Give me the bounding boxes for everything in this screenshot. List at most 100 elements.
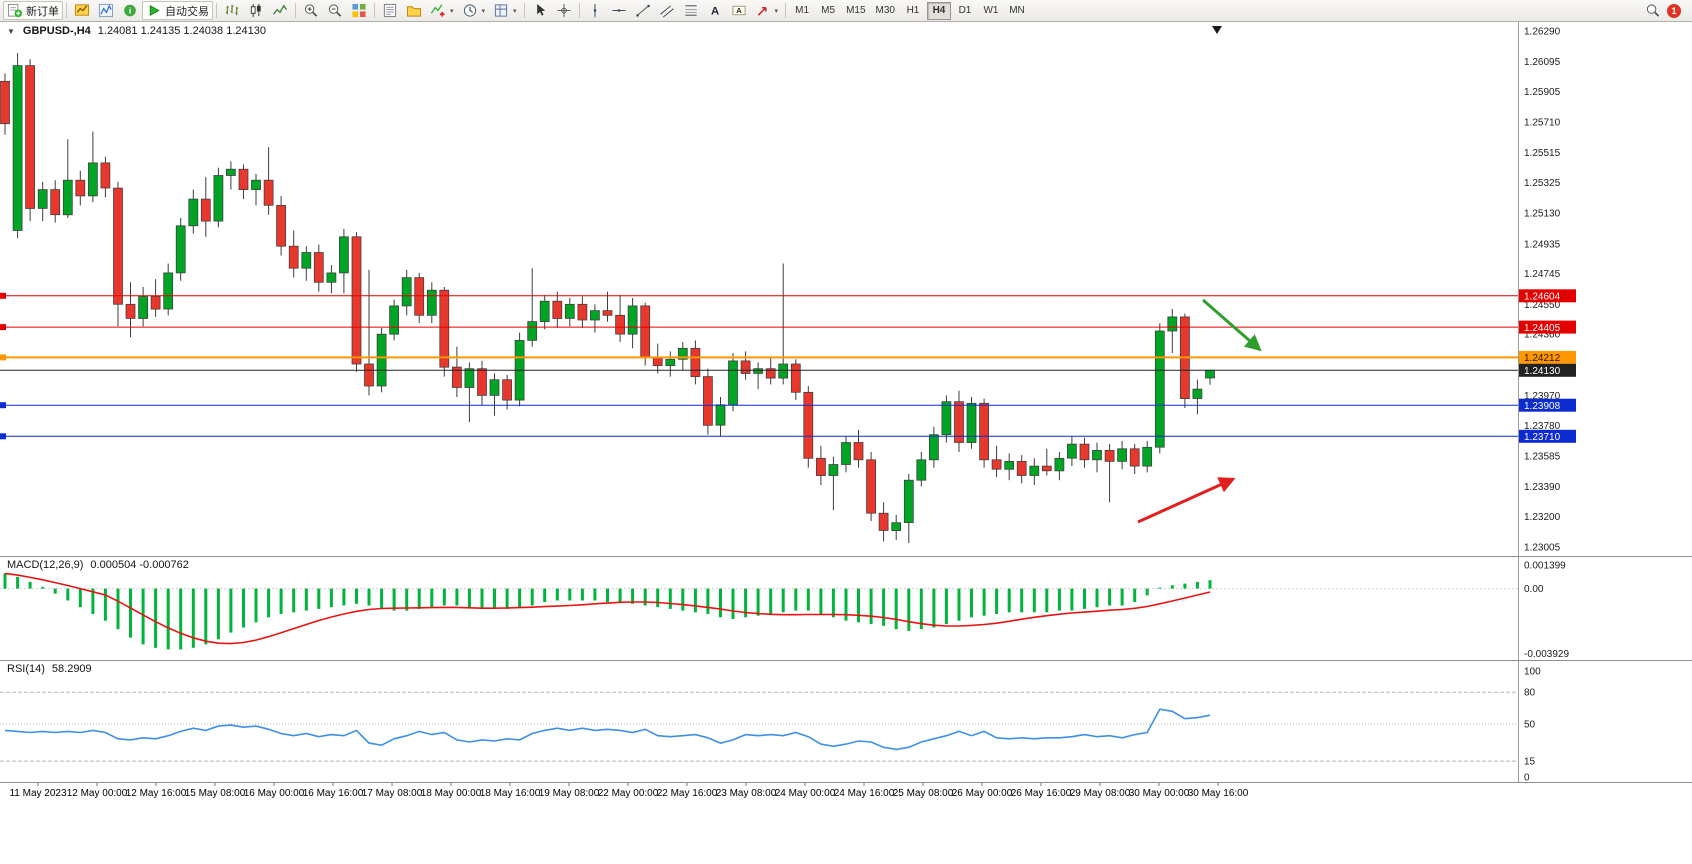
macd-axis-labels[interactable]: 0.001399 0.00 -0.003929 [1524, 561, 1569, 661]
auto-trading-button[interactable]: 自动交易 [142, 1, 213, 20]
timeframe-h4-button[interactable]: H4 [926, 1, 951, 20]
crosshair-icon [556, 3, 571, 18]
chevron-down-icon: ▾ [450, 7, 454, 15]
svg-text:1.23200: 1.23200 [1524, 512, 1561, 523]
macd-header: MACD(12,26,9) 0.000504 -0.000762 [7, 559, 189, 571]
toolbar-separator [785, 3, 787, 18]
search-button[interactable] [1641, 1, 1665, 20]
rsi-name-label: RSI(14) [7, 663, 45, 675]
chevron-down-icon: ▾ [774, 7, 779, 15]
horizontal-line-icon [611, 9, 626, 12]
svg-text:1.23970: 1.23970 [1524, 391, 1561, 402]
timeframe-m5-button[interactable]: M5 [816, 2, 840, 20]
crosshair-button[interactable] [552, 1, 576, 20]
navigator-button[interactable] [402, 1, 426, 20]
macd-signal-line [4, 572, 1211, 645]
timeframe-m15-button[interactable]: M15 [842, 2, 869, 20]
price-tag-1.24604: 1.24604 [1519, 289, 1576, 303]
arrows-tool-button[interactable]: ▾ [751, 1, 783, 20]
candles[interactable] [0, 53, 1215, 544]
periods-button[interactable]: ▾ [458, 1, 490, 20]
indicators-icon [430, 4, 445, 17]
rsi-line [4, 708, 1211, 751]
templates-button[interactable]: ▾ [489, 1, 521, 20]
candlestick-type-button[interactable] [244, 1, 268, 20]
tick-chart-button[interactable] [94, 1, 118, 20]
svg-text:1.25515: 1.25515 [1524, 148, 1561, 159]
chart-shift-marker[interactable] [1212, 26, 1222, 34]
charts-window-button[interactable] [70, 1, 94, 20]
zoom-in-icon [304, 4, 318, 17]
symbol-period-label: GBPUSD-,H4 [22, 25, 91, 37]
main-chart-panel: 1.26290 1.26095 1.25905 1.25710 1.25515 1.253… [0, 22, 1692, 556]
one-click-trading-toggle[interactable]: ▼ [7, 26, 15, 36]
svg-text:A: A [710, 6, 718, 18]
timeframe-mn-button[interactable]: MN [1005, 2, 1029, 20]
vertical-line-button[interactable] [583, 1, 607, 20]
text-button[interactable]: A [703, 1, 727, 20]
timeframe-d1-button[interactable]: D1 [953, 2, 977, 20]
svg-text:100: 100 [1524, 667, 1541, 678]
timeframe-w1-button[interactable]: W1 [979, 2, 1003, 20]
auto-trading-label: 自动交易 [165, 5, 209, 18]
svg-text:24 May 00:00: 24 May 00:00 [775, 788, 836, 799]
trendline-button[interactable] [631, 1, 655, 20]
svg-text:23 May 08:00: 23 May 08:00 [716, 788, 777, 799]
new-order-icon [7, 3, 23, 18]
channel-icon [659, 5, 674, 18]
channel-button[interactable] [655, 1, 679, 20]
zoom-out-button[interactable] [323, 1, 347, 20]
svg-text:1.25130: 1.25130 [1524, 209, 1561, 220]
templates-icon [494, 4, 508, 17]
fibonacci-button[interactable] [679, 1, 703, 20]
macd-name-label: MACD(12,26,9) [7, 559, 84, 571]
main-chart-canvas[interactable]: 1.26290 1.26095 1.25905 1.25710 1.25515 1.253… [0, 22, 1692, 556]
price-tag-1.24212: 1.24212 [1519, 350, 1576, 364]
tick-chart-icon [98, 3, 114, 18]
horizontal-line-button[interactable] [607, 1, 631, 20]
svg-text:A: A [736, 6, 742, 15]
svg-text:-0.003929: -0.003929 [1524, 649, 1569, 660]
svg-text:12 May 16:00: 12 May 16:00 [126, 788, 187, 799]
notification-badge[interactable]: 1 [1667, 3, 1681, 18]
text-label-icon: A [731, 5, 746, 16]
tile-windows-button[interactable] [347, 1, 371, 20]
svg-text:25 May 08:00: 25 May 08:00 [893, 788, 954, 799]
timeframe-m1-button[interactable]: M1 [790, 2, 814, 20]
market-info-button[interactable]: i [118, 1, 142, 20]
svg-text:1.23780: 1.23780 [1524, 421, 1561, 432]
svg-text:29 May 08:00: 29 May 08:00 [1070, 788, 1131, 799]
text-label-button[interactable]: A [727, 1, 751, 20]
indicators-button[interactable]: ▾ [426, 1, 458, 20]
price-tag-1.23908: 1.23908 [1519, 398, 1576, 412]
rsi-axis-labels[interactable]: 100 80 50 15 0 [1524, 667, 1541, 783]
macd-values-label: 0.000504 -0.000762 [90, 559, 189, 571]
svg-text:1.26290: 1.26290 [1524, 27, 1561, 38]
bar-chart-type-button[interactable] [220, 1, 244, 20]
trendline-icon [635, 4, 650, 17]
drawn-arrows[interactable] [1137, 298, 1262, 524]
hline-left-marker [0, 292, 6, 299]
svg-text:1.24405: 1.24405 [1524, 323, 1561, 334]
timeframe-h1-button[interactable]: H1 [901, 2, 925, 20]
line-chart-type-button[interactable] [268, 1, 292, 20]
hline-left-marker [0, 324, 6, 331]
arrow-tool-icon [757, 6, 767, 16]
rsi-value-label: 58.2909 [51, 663, 92, 675]
time-axis[interactable]: 11 May 2023 12 May 00:00 12 May 16:00 15 Ma… [0, 782, 1692, 800]
rsi-canvas[interactable]: 100 80 50 15 0 [0, 661, 1692, 782]
hline-left-marker [0, 402, 6, 409]
toolbar-separator [578, 3, 580, 18]
cursor-button[interactable] [528, 1, 552, 20]
svg-text:26 May 00:00: 26 May 00:00 [952, 788, 1013, 799]
macd-canvas[interactable]: 0.001399 0.00 -0.003929 [0, 557, 1692, 660]
svg-text:i: i [129, 6, 131, 16]
price-tag-1.24405: 1.24405 [1519, 320, 1576, 334]
data-window-button[interactable] [378, 1, 402, 20]
zoom-in-button[interactable] [299, 1, 323, 20]
new-order-button[interactable]: 新订单 [3, 1, 63, 20]
svg-text:1.23585: 1.23585 [1524, 451, 1561, 462]
timeframe-m30-button[interactable]: M30 [872, 2, 899, 20]
